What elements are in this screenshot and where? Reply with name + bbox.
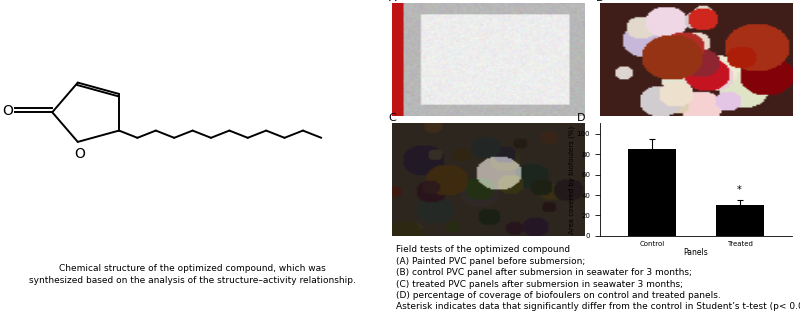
X-axis label: Panels: Panels [683,248,708,257]
Text: Chemical structure of the optimized compound, which was
synthesized based on the: Chemical structure of the optimized comp… [29,264,356,285]
Text: *: * [738,185,742,195]
Text: D: D [577,114,586,123]
Y-axis label: Area covered by biofoulers (%): Area covered by biofoulers (%) [569,126,575,234]
Text: Field tests of the optimized compound
(A) Painted PVC panel before submersion;
(: Field tests of the optimized compound (A… [396,245,800,312]
Bar [715,205,764,236]
Text: C: C [389,114,396,123]
Text: B: B [596,0,604,3]
Bar [628,149,676,236]
Text: A: A [389,0,396,3]
Text: O: O [74,147,85,161]
Text: O: O [2,104,13,118]
